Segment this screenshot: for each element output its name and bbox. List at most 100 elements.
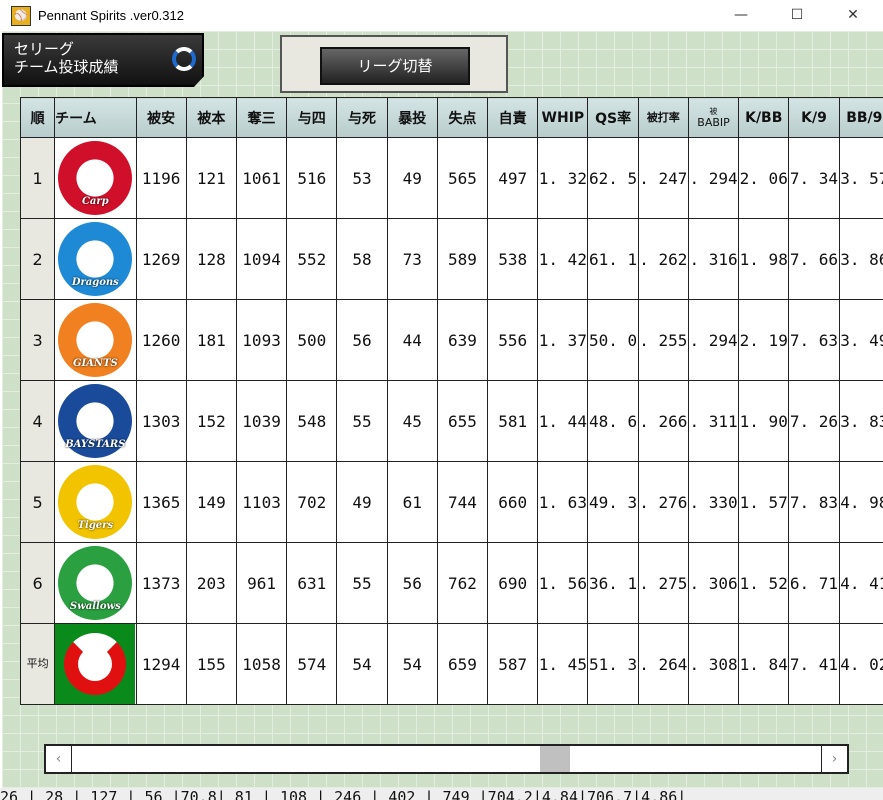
table-row[interactable]: 6 Swallows 1373 203 961 631 55 56 762 690 1. 56 36.…	[19, 542, 883, 624]
table-row[interactable]: 3 Giants 1260 181 1093 500 56 44 639 556 1. 37 50. …	[19, 299, 883, 381]
stat-cell: 7. 83	[788, 461, 840, 543]
stat-cell: 6. 71	[788, 542, 840, 624]
stat-cell: 45	[386, 380, 438, 462]
maximize-button[interactable]: ☐	[790, 7, 804, 23]
table-row[interactable]: 平均 1294 155 1058 574 54 54 659 587 1. 45 51. 3. 26…	[19, 623, 883, 705]
background-window-text: 26 | 28 | 127 | 56 |70.8| 81 | 108 | 246…	[0, 788, 883, 800]
stats-table: 順チーム 被安 被本 奪三 与四 与死 暴投 失点 自責 WHIP QS率 被打率被 BABIP K/BB…	[19, 97, 883, 705]
scroll-right-button[interactable]: ›	[821, 746, 847, 772]
scroll-left-button[interactable]: ‹	[46, 746, 72, 772]
column-header[interactable]: K/9	[788, 97, 840, 138]
stat-cell: 565	[436, 137, 489, 219]
table-row[interactable]: 5 Tigers 1365 149 1103 702 49 61 744 660 1. 63 49. …	[19, 461, 883, 543]
stat-cell: 1. 63	[537, 461, 589, 543]
stat-cell: . 247	[637, 137, 689, 219]
stat-cell: 54	[386, 623, 438, 705]
column-header[interactable]: 与四	[286, 97, 338, 138]
team-logo-lettering: Dragons	[71, 277, 119, 288]
stat-cell: . 311	[687, 380, 740, 462]
team-logo-lettering: Giants	[72, 358, 118, 369]
stat-cell: 2. 19	[738, 299, 790, 381]
stat-cell: 4. 41	[838, 542, 883, 624]
stat-cell: 1. 84	[738, 623, 790, 705]
rank-cell: 5	[19, 461, 56, 543]
stat-cell: 1303	[135, 380, 187, 462]
team-logo: Tigers	[54, 461, 137, 543]
stat-cell: 589	[436, 218, 489, 300]
stat-cell: 51. 3	[587, 623, 639, 705]
close-button[interactable]: ✕	[847, 7, 859, 23]
horizontal-scrollbar[interactable]: ‹ ›	[44, 744, 849, 774]
refresh-icon[interactable]	[172, 47, 196, 71]
team-logo-badge: Swallows	[58, 546, 133, 620]
stat-cell: 50. 0	[587, 299, 639, 381]
column-header[interactable]: 自責	[487, 97, 539, 138]
stat-cell: 7. 26	[788, 380, 840, 462]
team-logo: BayStars	[54, 380, 137, 462]
stat-cell: . 275	[637, 542, 689, 624]
column-header[interactable]: K/BB	[738, 97, 790, 138]
stat-cell: . 306	[687, 542, 740, 624]
league-switch-button[interactable]: リーグ切替	[320, 47, 470, 85]
stat-cell: 574	[286, 623, 338, 705]
stat-cell: 54	[336, 623, 388, 705]
column-header[interactable]: 被打率	[637, 97, 689, 138]
stat-cell: 1058	[235, 623, 288, 705]
stats-type-header[interactable]: セリーグ チーム投球成績	[2, 33, 204, 87]
stat-cell: 1365	[135, 461, 187, 543]
table-row[interactable]: 2 Dragons 1269 128 1094 552 58 73 589 538 1. 42 61.…	[19, 218, 883, 300]
stat-cell: 203	[185, 542, 237, 624]
stat-cell: 7. 41	[788, 623, 840, 705]
stat-cell: 655	[436, 380, 489, 462]
stat-cell: 73	[386, 218, 438, 300]
column-header[interactable]: BB/9	[838, 97, 883, 138]
stat-cell: 1269	[135, 218, 187, 300]
column-header[interactable]: 奪三	[235, 97, 288, 138]
stat-cell: 1061	[235, 137, 288, 219]
rank-cell: 2	[19, 218, 56, 300]
app-icon: ⚾	[11, 5, 31, 26]
team-logo-badge: BayStars	[58, 384, 133, 458]
column-header[interactable]: WHIP	[537, 97, 589, 138]
stat-cell: 56	[386, 542, 438, 624]
team-logo-lettering: Tigers	[77, 520, 114, 531]
client-area: セリーグ チーム投球成績 リーグ切替 順チーム 被安 被本 奪三 与四 与死 暴投 失点 自責 W…	[2, 31, 883, 800]
stat-cell: 500	[286, 299, 338, 381]
scroll-thumb[interactable]	[540, 746, 570, 772]
column-header[interactable]: チーム	[54, 97, 137, 138]
stat-cell: 49	[336, 461, 388, 543]
stat-cell: 152	[185, 380, 237, 462]
table-row[interactable]: 1 Carp 1196 121 1061 516 53 49 565 497 1. 32 62. 5.…	[19, 137, 883, 219]
stat-cell: 1. 45	[537, 623, 589, 705]
stat-cell: 55	[336, 380, 388, 462]
stat-cell: 49. 3	[587, 461, 639, 543]
team-logo: Swallows	[54, 542, 137, 624]
column-header[interactable]: 被安	[135, 97, 187, 138]
column-header[interactable]: QS率	[587, 97, 639, 138]
stat-cell: 1. 37	[537, 299, 589, 381]
column-header[interactable]: 暴投	[386, 97, 438, 138]
stat-cell: 1. 90	[738, 380, 790, 462]
stat-cell: 1. 52	[738, 542, 790, 624]
stat-cell: 121	[185, 137, 237, 219]
stat-cell: 7. 34	[788, 137, 840, 219]
minimize-button[interactable]: —	[734, 7, 748, 23]
team-logo-badge: Giants	[58, 303, 133, 377]
rank-cell: 3	[19, 299, 56, 381]
title-bar: ⚾ Pennant Spirits .ver0.312 — ☐ ✕	[0, 0, 883, 31]
stat-cell: . 276	[637, 461, 689, 543]
stat-cell: . 262	[637, 218, 689, 300]
stat-cell: 660	[487, 461, 539, 543]
column-header[interactable]: 失点	[436, 97, 489, 138]
column-header[interactable]: 与死	[336, 97, 388, 138]
column-header[interactable]: 被本	[185, 97, 237, 138]
stat-cell: . 308	[687, 623, 740, 705]
stat-cell: 1039	[235, 380, 288, 462]
table-row[interactable]: 4 BayStars 1303 152 1039 548 55 45 655 581 1. 44 48…	[19, 380, 883, 462]
column-header[interactable]: 順	[19, 97, 56, 138]
team-logo-lettering: Carp	[81, 196, 109, 207]
rank-cell: 平均	[19, 623, 56, 705]
stat-cell: 581	[487, 380, 539, 462]
column-header[interactable]: 被 BABIP	[687, 97, 740, 138]
header-label: BABIP	[697, 115, 730, 129]
